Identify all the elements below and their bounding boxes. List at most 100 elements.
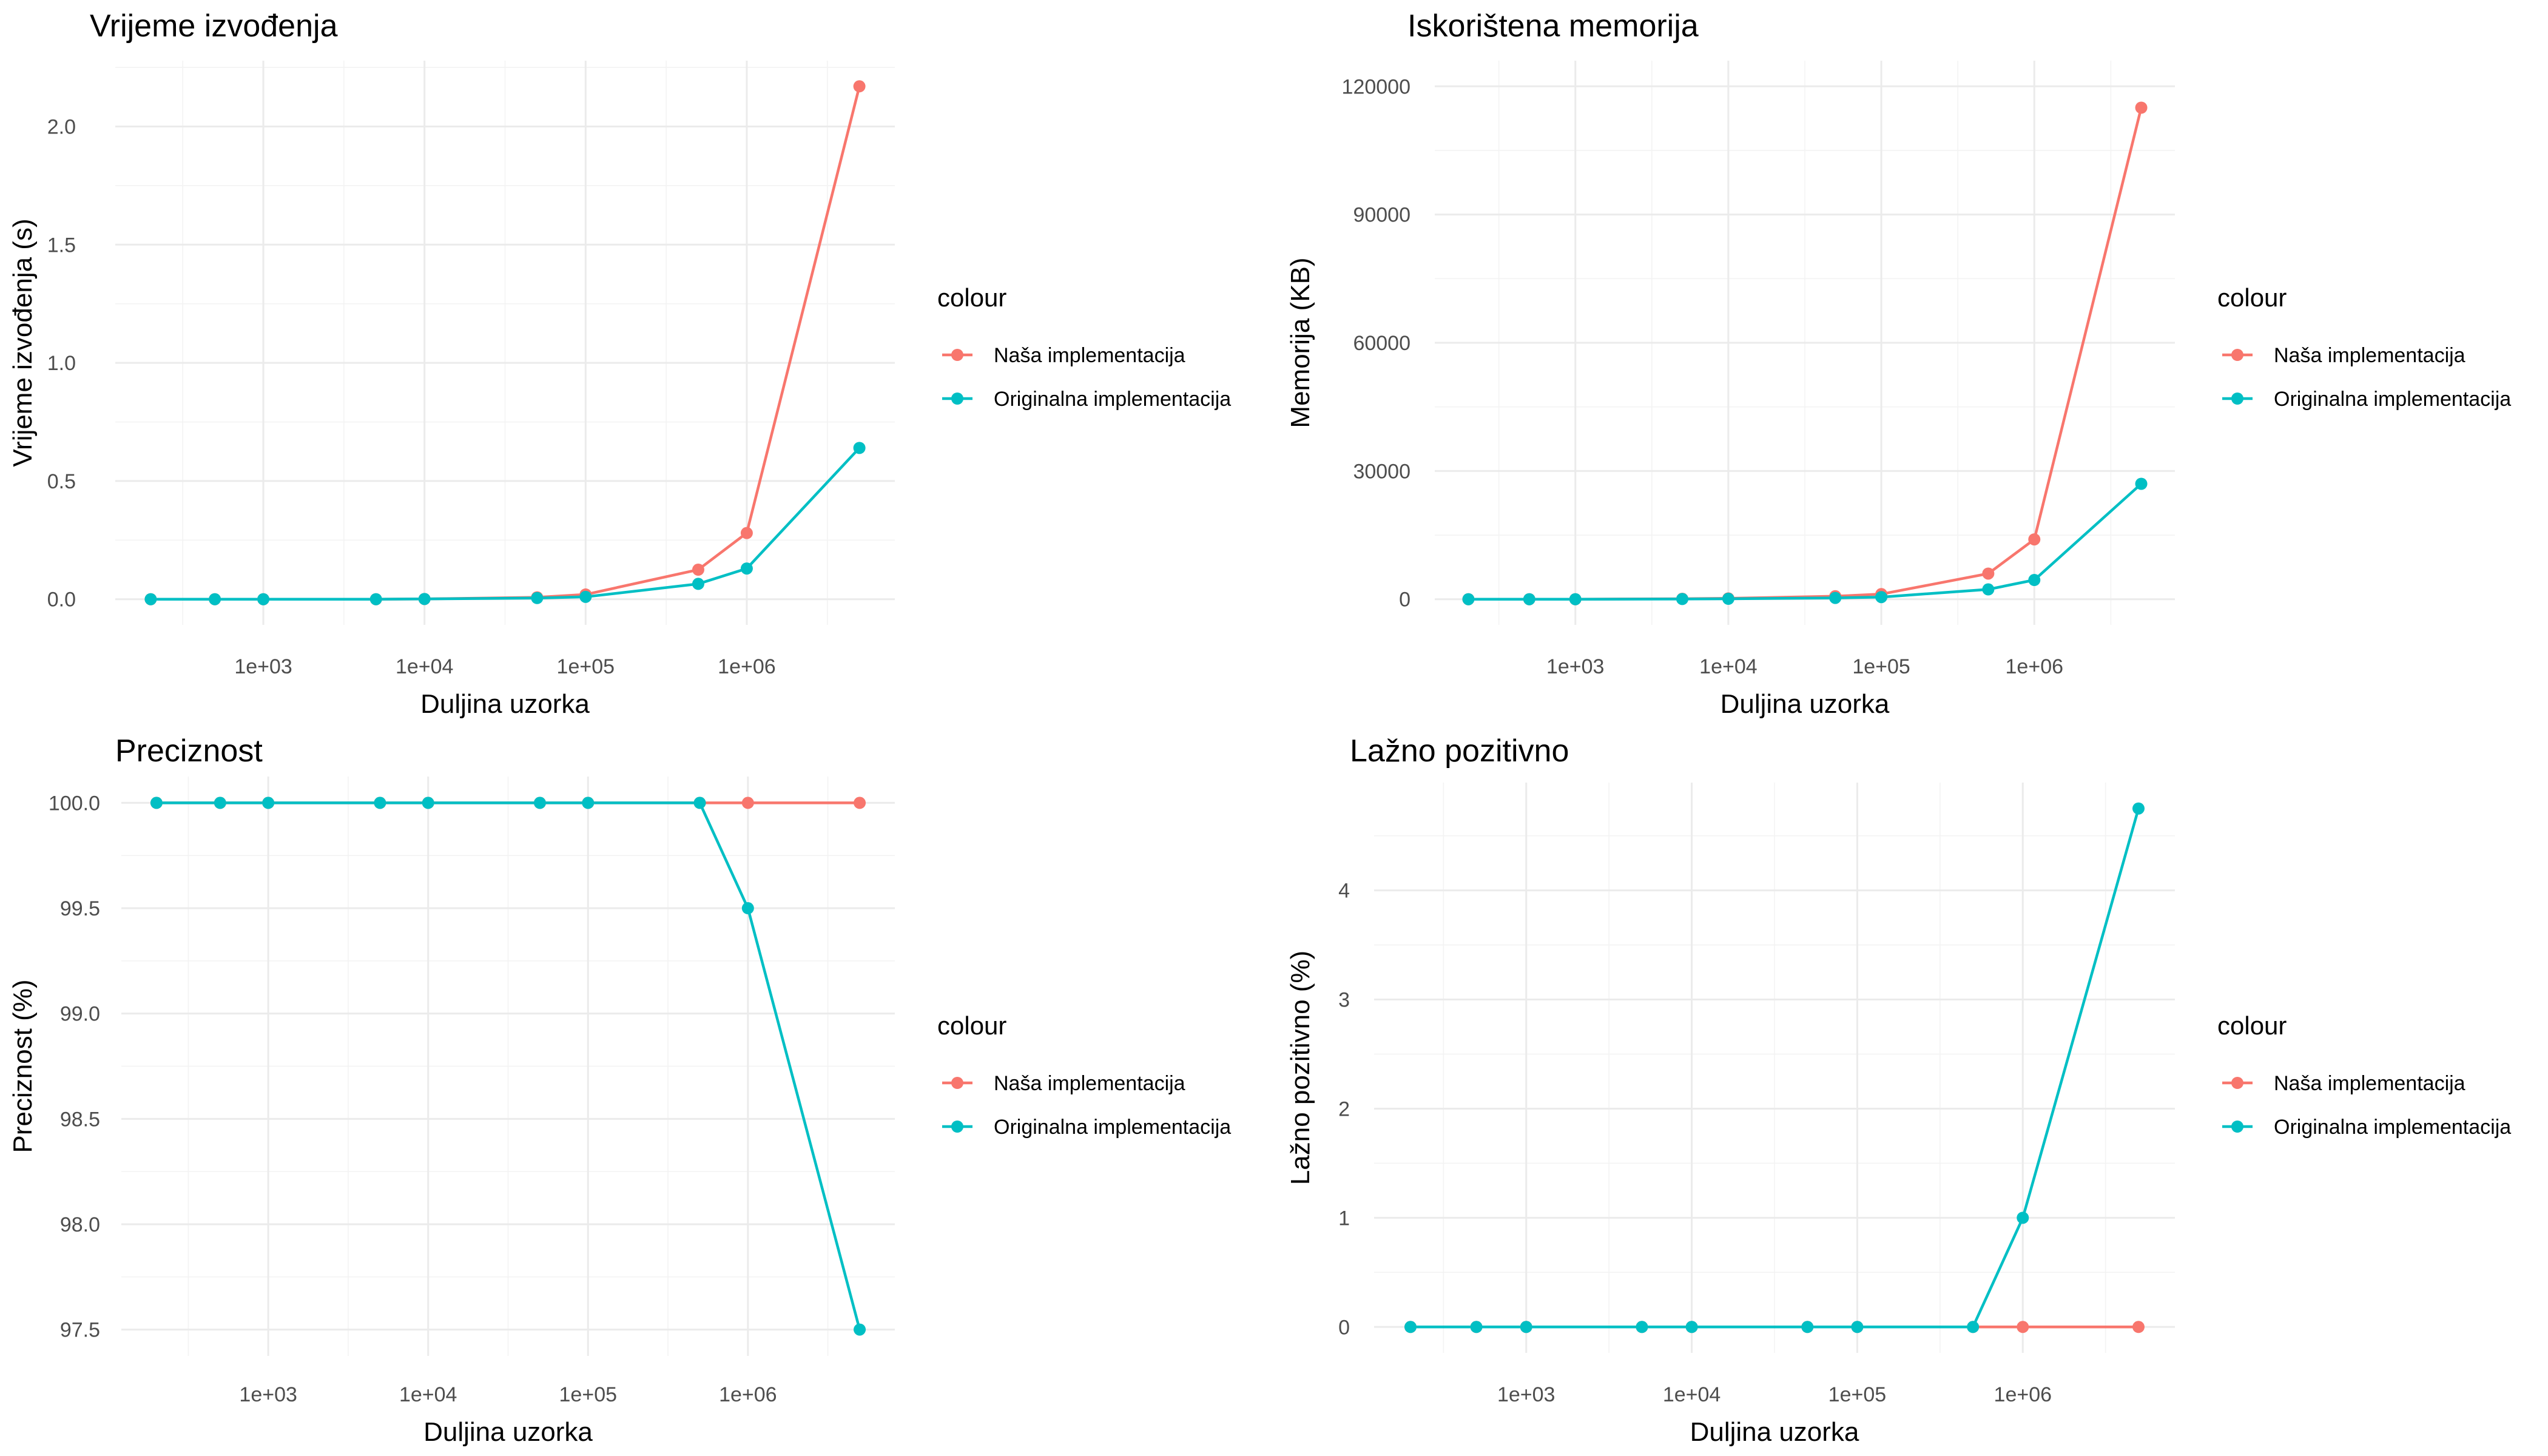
y-tick-label: 100.0 [49, 792, 100, 815]
panel-false-positive: 1e+03 1e+04 1e+05 1e+06 0 1 2 3 4 Lažno pozitivno… [1286, 733, 2511, 1447]
x-axis-title: Duljina uzorka [420, 689, 590, 719]
data-point [740, 562, 753, 575]
y-tick-label: 0 [1338, 1316, 1350, 1339]
legend-label: Originalna implementacija [2274, 1116, 2511, 1139]
legend-title: colour [937, 283, 1006, 312]
x-tick-label: 1e+04 [1699, 655, 1758, 678]
data-point [1676, 593, 1688, 605]
x-tick-label: 1e+03 [1497, 1383, 1555, 1406]
data-point [262, 797, 275, 809]
x-tick-label: 1e+06 [1994, 1383, 2052, 1406]
data-point [1875, 591, 1888, 604]
data-point [853, 80, 866, 93]
data-point [1462, 593, 1475, 605]
y-tick-label: 90000 [1353, 204, 1410, 227]
legend-label: Originalna implementacija [2274, 388, 2511, 411]
y-tick-label: 99.5 [60, 897, 100, 920]
data-point [1722, 593, 1734, 605]
data-point [257, 593, 270, 605]
data-point [1851, 1321, 1864, 1333]
data-point [1404, 1321, 1417, 1333]
y-tick-label: 0 [1399, 588, 1410, 612]
legend-key-point [2231, 1077, 2243, 1089]
legend-label: Originalna implementacija [994, 1116, 1231, 1139]
data-point [2132, 802, 2145, 815]
data-point [2135, 477, 2148, 490]
legend-label: Naša implementacija [994, 344, 1185, 367]
y-axis-title: Lažno pozitivno (%) [1286, 951, 1315, 1185]
data-point [1829, 592, 1842, 604]
x-tick-label: 1e+03 [1546, 655, 1605, 678]
data-point [144, 593, 157, 605]
data-point [2132, 1321, 2145, 1333]
y-tick-label: 1.0 [47, 352, 76, 375]
legend-label: Originalna implementacija [994, 388, 1231, 411]
x-tick-label: 1e+05 [1852, 655, 1910, 678]
legend-key-point [2231, 1121, 2243, 1133]
data-point [740, 527, 753, 539]
y-tick-label: 4 [1338, 880, 1350, 903]
panel-precision: 1e+03 1e+04 1e+05 1e+06 97.5 98.0 98.5 99.0 99.5… [8, 733, 1231, 1447]
data-point [2017, 1212, 2029, 1224]
data-point [374, 797, 386, 809]
data-point [741, 902, 754, 915]
legend-title: colour [937, 1011, 1006, 1040]
y-tick-label: 97.5 [60, 1319, 100, 1342]
y-axis-title: Vrijeme izvođenja (s) [8, 218, 38, 467]
data-point [741, 797, 754, 809]
x-tick-label: 1e+03 [234, 655, 292, 678]
data-point [533, 797, 546, 809]
x-tick-label: 1e+04 [396, 655, 454, 678]
data-point [422, 797, 434, 809]
panel-memory-usage: 1e+03 1e+04 1e+05 1e+06 0 30000 60000 90000 1200… [1286, 8, 2511, 719]
data-point [692, 564, 704, 576]
series-line [150, 447, 861, 601]
chart-title: Preciznost [115, 733, 263, 769]
data-point [853, 442, 866, 454]
x-tick-label: 1e+05 [559, 1383, 618, 1406]
data-point [854, 1323, 866, 1336]
data-point [150, 797, 163, 809]
data-point [2017, 1321, 2029, 1333]
data-point [1470, 1321, 1483, 1333]
y-tick-label: 120000 [1342, 75, 1410, 98]
data-point [1982, 583, 1995, 596]
data-point [693, 797, 706, 809]
x-axis-title: Duljina uzorka [1690, 1417, 1859, 1447]
data-point [1569, 593, 1582, 605]
y-tick-label: 60000 [1353, 332, 1410, 355]
x-tick-label: 1e+04 [1663, 1383, 1721, 1406]
y-tick-label: 98.5 [60, 1108, 100, 1131]
data-point [582, 797, 595, 809]
data-point [209, 593, 221, 605]
legend-key-point [951, 1121, 963, 1133]
panel-execution-time: 1e+03 1e+04 1e+05 1e+06 0.0 0.5 1.0 1.5 2.0 Vrije… [8, 8, 1231, 719]
y-tick-label: 98.0 [60, 1213, 100, 1236]
data-point [1967, 1321, 1980, 1333]
data-point [1520, 1321, 1532, 1333]
data-point [1801, 1321, 1814, 1333]
data-point [214, 797, 226, 809]
chart-title: Iskorištena memorija [1407, 8, 1699, 44]
data-point [1636, 1321, 1648, 1333]
y-tick-label: 0.5 [47, 470, 76, 493]
y-tick-label: 99.0 [60, 1003, 100, 1026]
y-axis-title: Memorija (KB) [1286, 257, 1315, 428]
data-point [418, 593, 431, 605]
y-tick-label: 1.5 [47, 234, 76, 257]
y-tick-label: 2.0 [47, 116, 76, 139]
x-tick-label: 1e+05 [557, 655, 615, 678]
data-point [692, 578, 704, 590]
data-point [579, 590, 592, 603]
x-tick-label: 1e+06 [2006, 655, 2064, 678]
legend-label: Naša implementacija [994, 1072, 1185, 1095]
legend-title: colour [2217, 283, 2287, 312]
x-tick-label: 1e+06 [718, 655, 776, 678]
y-tick-label: 3 [1338, 989, 1350, 1012]
y-tick-label: 2 [1338, 1097, 1350, 1121]
legend-key-point [951, 349, 963, 361]
legend-label: Naša implementacija [2274, 1072, 2465, 1095]
x-tick-label: 1e+04 [399, 1383, 457, 1406]
data-point [2135, 101, 2148, 114]
